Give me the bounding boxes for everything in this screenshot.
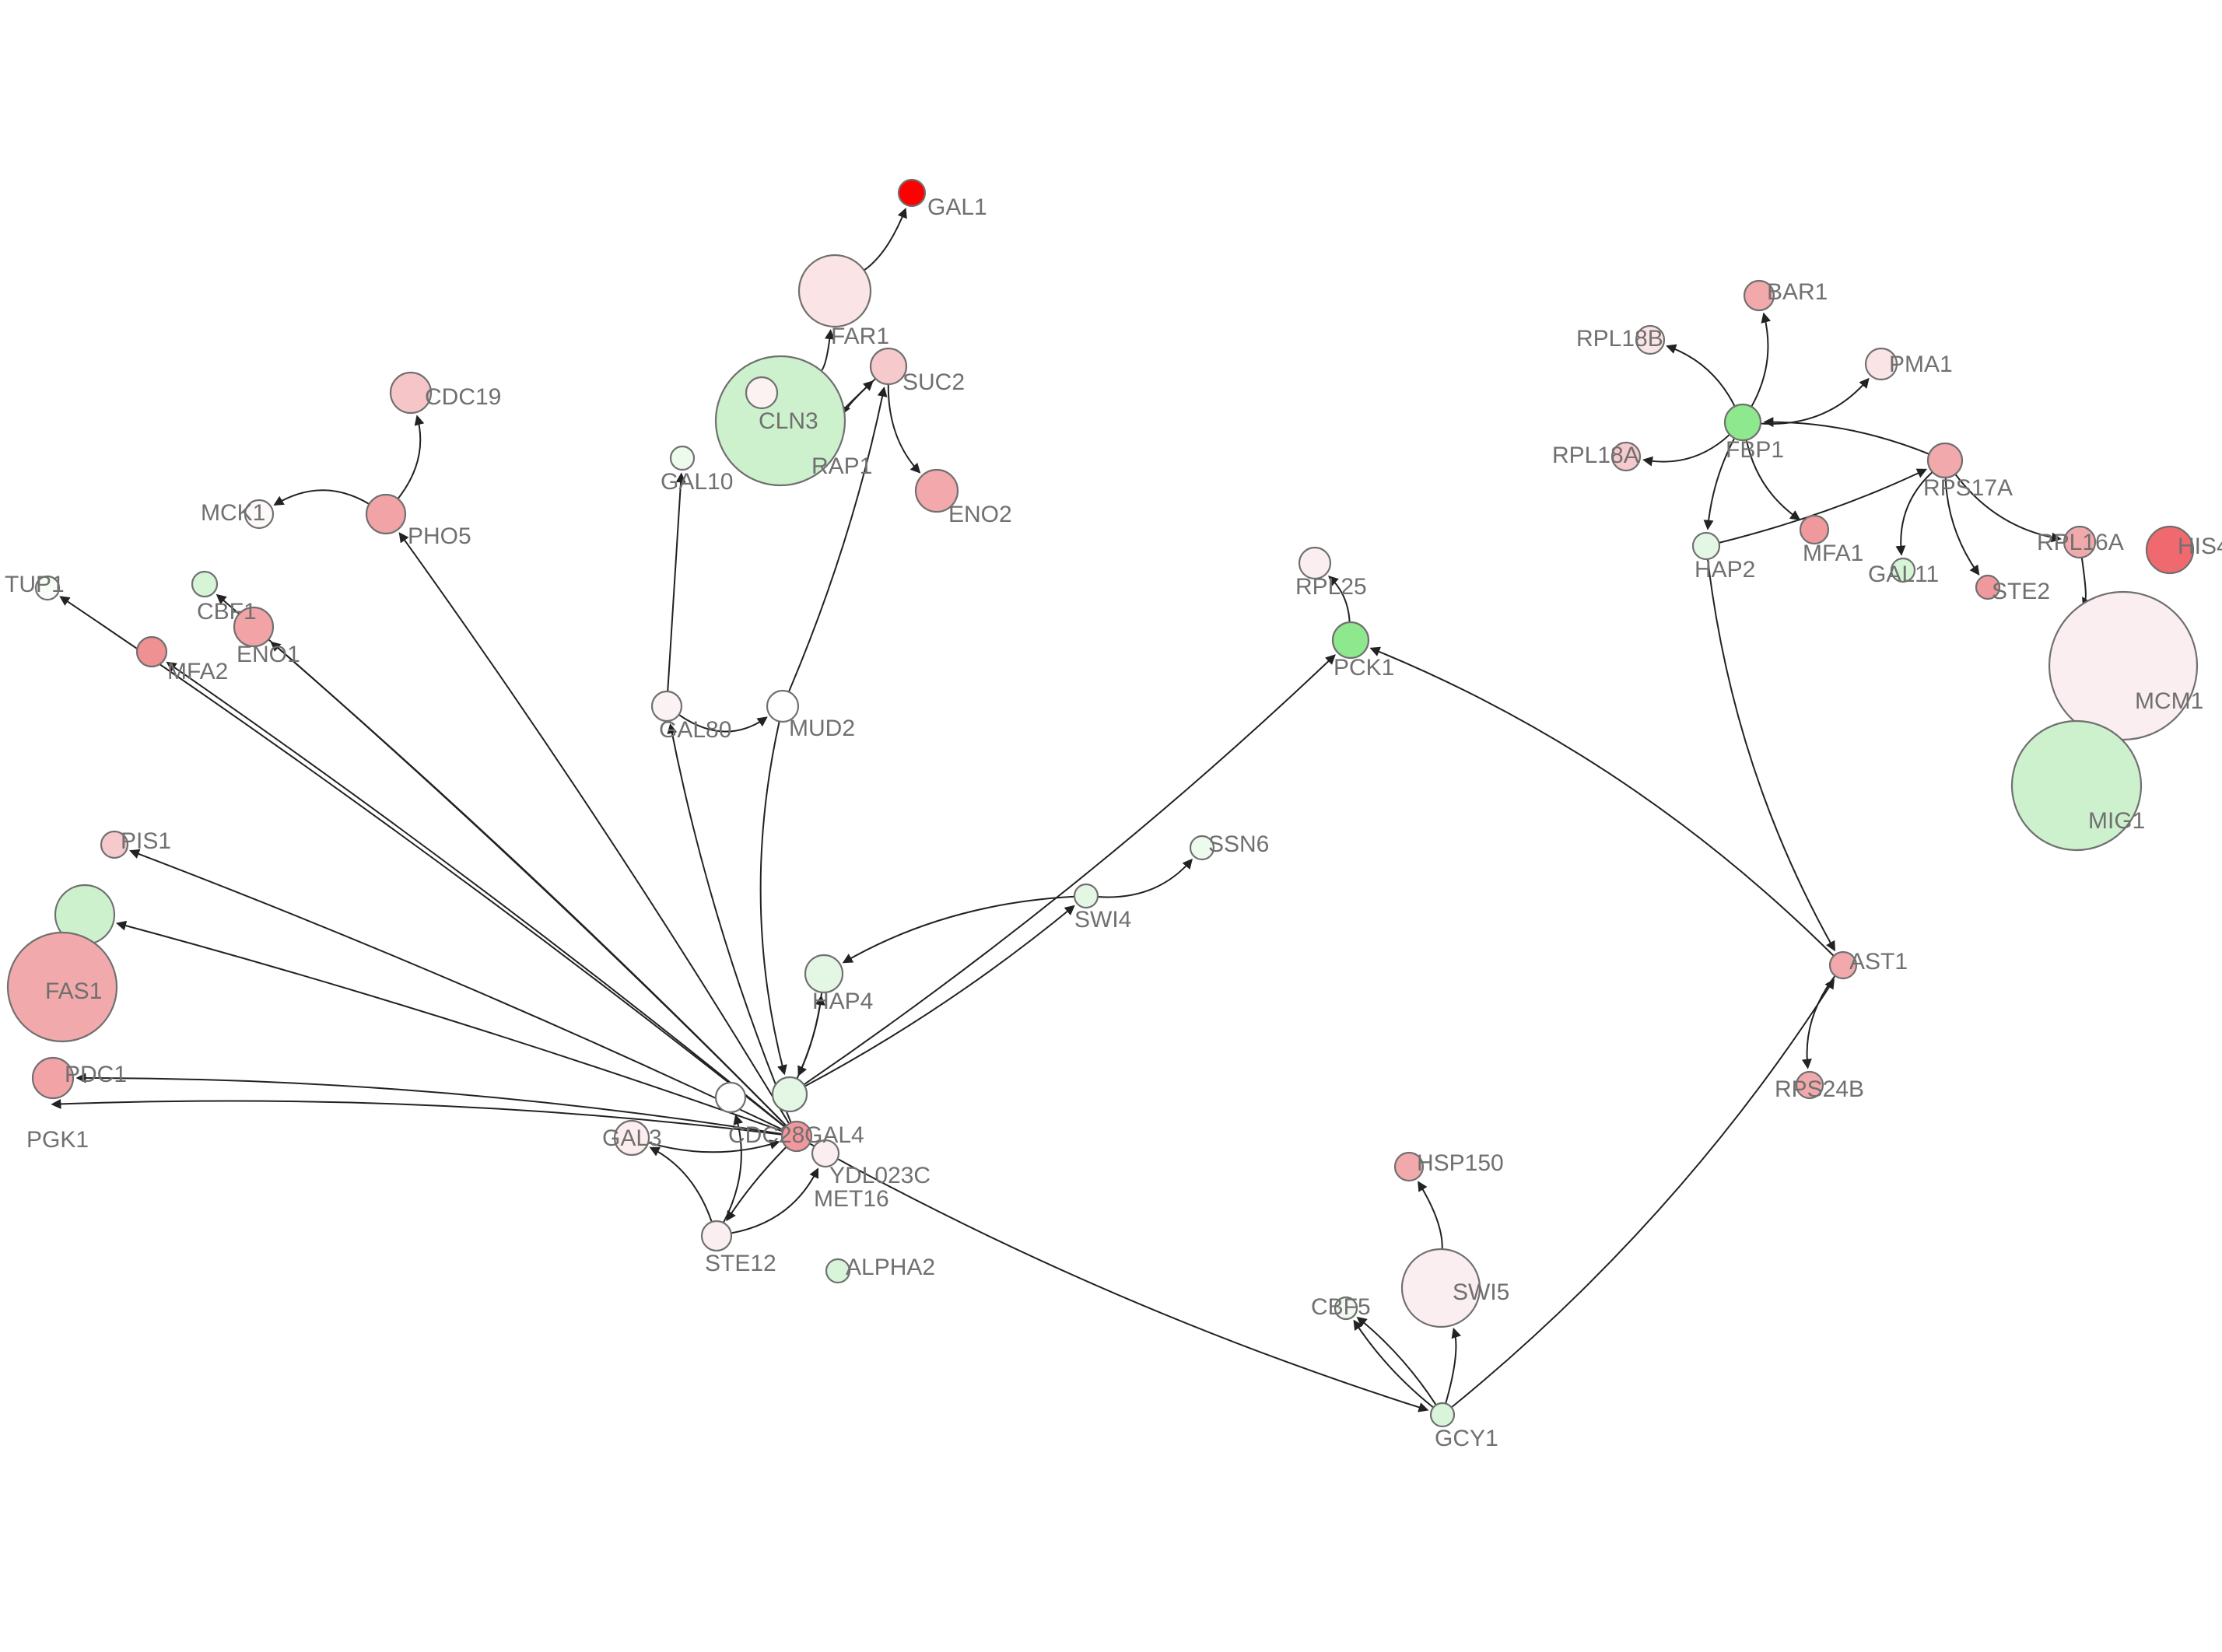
svg-text:MCM1: MCM1 xyxy=(2135,688,2203,714)
svg-text:HAP2: HAP2 xyxy=(1695,557,1755,583)
svg-text:RPL18A: RPL18A xyxy=(1552,443,1639,468)
svg-text:STE12: STE12 xyxy=(705,1251,776,1276)
svg-text:RPL16A: RPL16A xyxy=(2037,530,2124,555)
svg-text:HIS4: HIS4 xyxy=(2178,534,2222,559)
svg-text:CLN3: CLN3 xyxy=(759,408,818,434)
svg-text:HSP150: HSP150 xyxy=(1417,1150,1504,1176)
svg-text:STE2: STE2 xyxy=(1992,579,2050,604)
svg-text:PDC1: PDC1 xyxy=(65,1062,127,1087)
svg-text:FAR1: FAR1 xyxy=(831,324,889,349)
svg-text:GAL3: GAL3 xyxy=(602,1125,662,1151)
svg-text:GCY1: GCY1 xyxy=(1435,1426,1498,1451)
svg-text:HAP4: HAP4 xyxy=(812,989,873,1014)
svg-text:MFA2: MFA2 xyxy=(167,659,228,684)
svg-text:MFA1: MFA1 xyxy=(1803,541,1863,566)
svg-text:GAL80: GAL80 xyxy=(659,717,731,743)
svg-text:RPL18B: RPL18B xyxy=(1576,326,1663,352)
svg-text:ALPHA2: ALPHA2 xyxy=(846,1255,935,1280)
svg-text:TUP1: TUP1 xyxy=(5,572,65,597)
svg-text:PCK1: PCK1 xyxy=(1334,655,1394,681)
svg-text:BAR1: BAR1 xyxy=(1767,279,1828,305)
svg-text:FBP1: FBP1 xyxy=(1726,437,1784,463)
svg-text:CBF1: CBF1 xyxy=(197,599,257,625)
svg-text:CBF5: CBF5 xyxy=(1311,1294,1371,1320)
svg-text:YDL023C: YDL023C xyxy=(829,1163,931,1188)
svg-text:MUD2: MUD2 xyxy=(789,716,855,741)
svg-text:RPS24B: RPS24B xyxy=(1775,1076,1864,1102)
svg-text:MCK1: MCK1 xyxy=(201,500,265,526)
svg-text:AST1: AST1 xyxy=(1849,949,1908,975)
svg-text:SSN6: SSN6 xyxy=(1208,831,1269,857)
svg-text:GAL4: GAL4 xyxy=(804,1122,864,1148)
svg-text:SUC2: SUC2 xyxy=(902,369,965,395)
svg-text:PHO5: PHO5 xyxy=(408,523,471,549)
svg-text:GAL11: GAL11 xyxy=(1868,562,1939,587)
svg-text:RAP1: RAP1 xyxy=(811,453,872,479)
svg-text:FAS1: FAS1 xyxy=(45,978,102,1004)
svg-text:SWI5: SWI5 xyxy=(1453,1279,1509,1305)
svg-text:GAL1: GAL1 xyxy=(927,194,987,220)
svg-text:ENO2: ENO2 xyxy=(948,502,1012,527)
svg-text:GAL10: GAL10 xyxy=(661,469,733,495)
svg-text:ENO1: ENO1 xyxy=(237,642,300,667)
svg-text:RPS17A: RPS17A xyxy=(1923,475,2013,501)
svg-text:SWI4: SWI4 xyxy=(1074,907,1131,933)
svg-text:PGK1: PGK1 xyxy=(26,1127,89,1153)
svg-text:CDC28: CDC28 xyxy=(728,1122,804,1148)
svg-text:PMA1: PMA1 xyxy=(1889,352,1953,377)
svg-text:MET16: MET16 xyxy=(814,1186,889,1212)
svg-text:PIS1: PIS1 xyxy=(121,828,171,854)
svg-text:MIG1: MIG1 xyxy=(2088,808,2145,834)
svg-text:CDC19: CDC19 xyxy=(425,384,501,410)
svg-text:RPL25: RPL25 xyxy=(1295,574,1367,600)
